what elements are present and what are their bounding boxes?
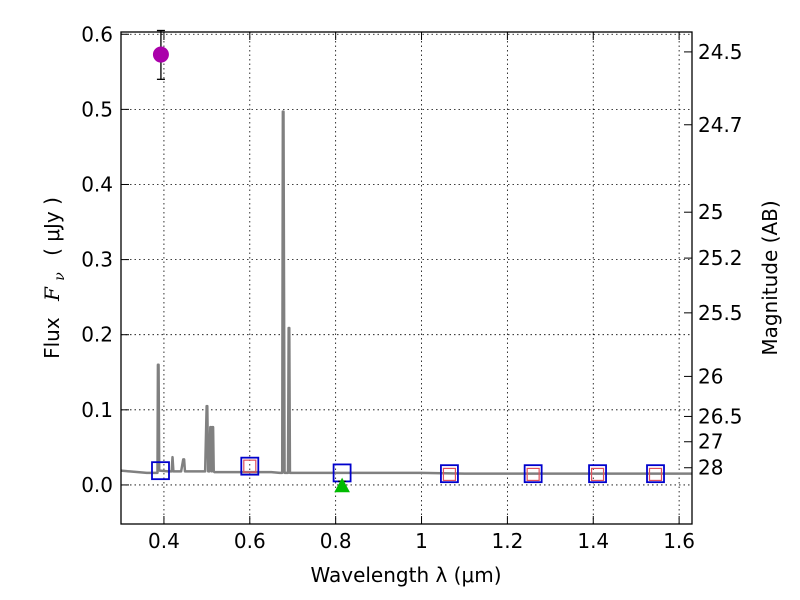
y-axis-label: Flux F ν ( μJy ) — [40, 197, 69, 359]
y2-tick-label: 24.5 — [698, 40, 743, 64]
plot-data — [121, 110, 692, 475]
y-tick-label: 0.2 — [81, 323, 113, 347]
plot-frame — [120, 31, 693, 525]
x-tick-label: 1 — [415, 529, 428, 553]
x-tick-label: 1.6 — [663, 529, 695, 553]
y2-tick-label: 27 — [698, 430, 723, 454]
ticks: 0.4 0.6 0.8 1 1.2 1.4 1.6 0.0 0.1 0.2 0.3 0.4 0.5 0.6… — [81, 22, 742, 553]
observed-point — [243, 459, 257, 473]
model-photometry-point — [523, 464, 543, 484]
observed-point — [590, 467, 605, 482]
svg-text:Flux F ν ( μ: Flux F ν ( μJy ) — [40, 197, 69, 359]
y2-tick-label: 25.5 — [698, 301, 743, 325]
y2-tick-label: 26.5 — [698, 404, 743, 428]
observed-point — [526, 467, 540, 482]
x-tick-label: 1.2 — [491, 529, 523, 553]
x-tick-label: 0.4 — [148, 529, 180, 553]
x-tick-label: 0.6 — [234, 529, 266, 553]
grid — [121, 32, 692, 524]
y-axis-label-unit: ( μJy ) — [40, 197, 64, 256]
spectrum-line — [121, 110, 692, 475]
y-tick-label: 0.1 — [81, 398, 113, 422]
y-tick-label: 0.3 — [81, 248, 113, 272]
x-tick-label: 0.8 — [320, 529, 352, 553]
model-photometry-point — [151, 461, 170, 481]
detection-point — [152, 46, 169, 63]
y-tick-label: 0.6 — [81, 22, 113, 46]
model-photometry-point — [588, 464, 607, 484]
y2-tick-label: 25 — [698, 200, 723, 224]
y2-tick-label: 26 — [698, 364, 723, 388]
y2-axis-label: Magnitude (AB) — [758, 200, 782, 355]
plot-markers — [151, 29, 665, 493]
x-axis-label: Wavelength λ (μm) — [310, 563, 501, 587]
y-tick-label: 0.0 — [81, 473, 113, 497]
y-tick-label: 0.4 — [81, 172, 113, 196]
upper-limit-point — [334, 477, 350, 493]
y-axis-label-symbol: F — [40, 286, 64, 302]
model-photometry-point — [646, 464, 665, 484]
observed-point — [648, 467, 663, 482]
x-tick-label: 1.4 — [577, 529, 609, 553]
y2-tick-label: 28 — [698, 456, 723, 480]
model-photometry-point — [240, 456, 260, 476]
y-tick-label: 0.5 — [81, 97, 113, 121]
observed-point — [442, 467, 457, 482]
y2-tick-label: 25.2 — [698, 246, 743, 270]
y2-tick-label: 24.7 — [698, 113, 743, 137]
model-photometry-point — [440, 464, 459, 484]
y-axis-label-text: Flux — [40, 317, 64, 359]
y-axis-label-subscript: ν — [52, 272, 68, 281]
